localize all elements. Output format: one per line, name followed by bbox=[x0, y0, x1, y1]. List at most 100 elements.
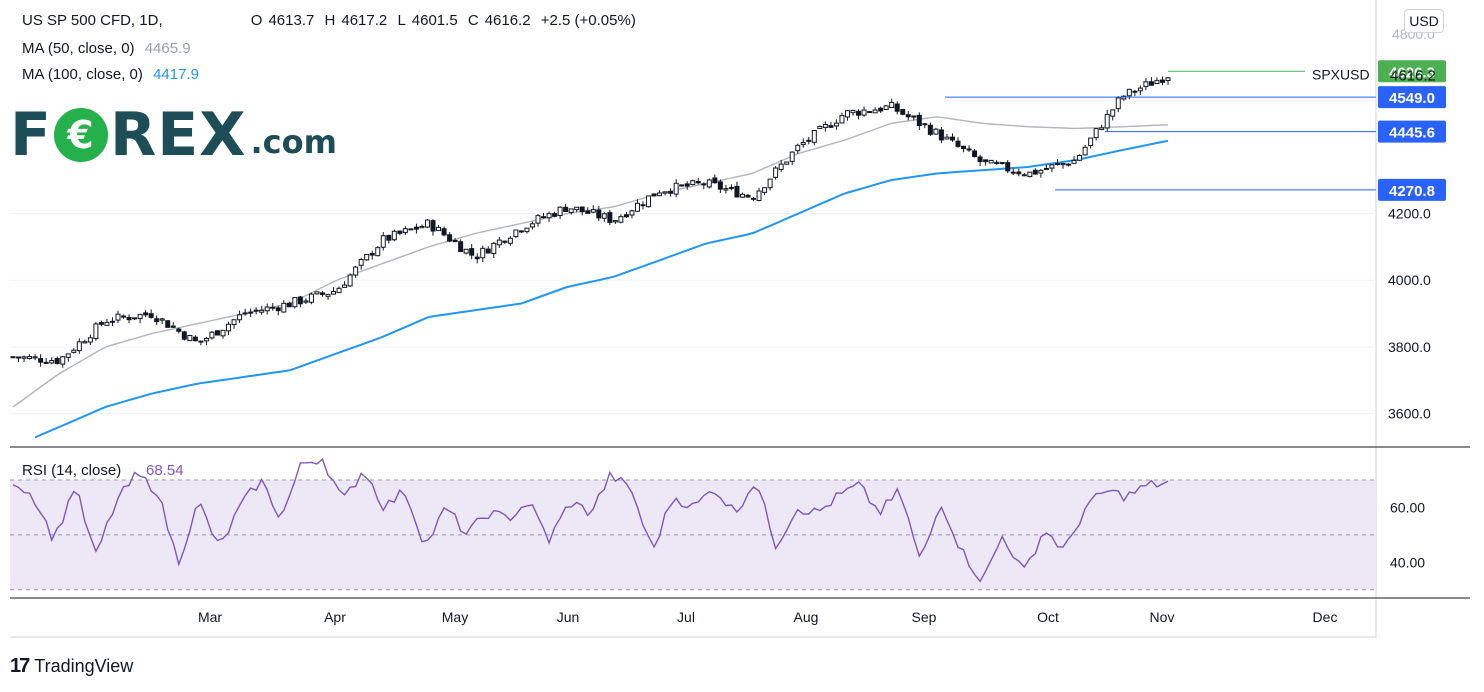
candle-up bbox=[115, 313, 121, 321]
candle-up bbox=[496, 239, 502, 246]
candle-down bbox=[430, 220, 436, 232]
candle-down bbox=[469, 248, 475, 256]
ma50-legend[interactable]: MA (50, close, 0) 4465.9 bbox=[22, 40, 191, 57]
candle-up bbox=[463, 248, 469, 254]
candle-up bbox=[767, 178, 773, 189]
candle-down bbox=[717, 181, 723, 190]
candle-up bbox=[1143, 81, 1149, 88]
candle-down bbox=[485, 248, 491, 254]
candle-up bbox=[71, 349, 77, 353]
candle-down bbox=[397, 230, 403, 234]
candle-up bbox=[524, 227, 530, 233]
candle-up bbox=[690, 180, 696, 186]
price-tag-box bbox=[1378, 86, 1446, 109]
rsi-title: RSI (14, close) bbox=[22, 462, 121, 479]
candle-up bbox=[513, 229, 519, 238]
candle-up bbox=[679, 184, 685, 187]
candle-up bbox=[1137, 87, 1143, 92]
candle-down bbox=[38, 358, 44, 363]
candle-up bbox=[375, 247, 381, 257]
candle-up bbox=[402, 228, 408, 233]
candle-up bbox=[1054, 163, 1060, 166]
candle-up bbox=[32, 356, 38, 359]
candle-down bbox=[452, 239, 458, 243]
candle-up bbox=[518, 230, 524, 233]
candle-up bbox=[574, 206, 580, 211]
candle-down bbox=[961, 145, 967, 150]
tradingview-brand[interactable]: 17 TradingView bbox=[10, 655, 133, 678]
candle-down bbox=[369, 252, 375, 256]
ma50-value: 4465.9 bbox=[144, 40, 191, 57]
candle-down bbox=[242, 312, 248, 315]
rsi-tick-label: 60.00 bbox=[1390, 499, 1425, 515]
candle-up bbox=[49, 360, 55, 364]
candle-down bbox=[999, 161, 1005, 164]
candle-down bbox=[286, 302, 292, 308]
candle-up bbox=[248, 311, 254, 314]
candle-down bbox=[867, 111, 873, 114]
candle-up bbox=[1115, 97, 1121, 110]
candle-up bbox=[237, 314, 243, 321]
candle-down bbox=[16, 356, 22, 359]
candle-down bbox=[126, 317, 132, 321]
candle-down bbox=[916, 114, 922, 126]
last-price-label: 4616.2 bbox=[1390, 68, 1436, 85]
candle-down bbox=[1021, 174, 1027, 177]
candle-down bbox=[170, 325, 176, 328]
candle-up bbox=[1099, 127, 1105, 131]
candle-up bbox=[491, 242, 497, 255]
candle-up bbox=[259, 309, 265, 313]
candle-down bbox=[734, 185, 740, 198]
ma50-line bbox=[12, 116, 1169, 408]
candle-up bbox=[436, 226, 442, 232]
price-tag-label: 4626.3 bbox=[1389, 64, 1435, 81]
candle-up bbox=[380, 235, 386, 248]
candle-up bbox=[535, 215, 541, 224]
candle-down bbox=[905, 114, 911, 118]
candle-up bbox=[1060, 163, 1066, 166]
candle-up bbox=[21, 356, 27, 359]
candle-down bbox=[447, 234, 453, 242]
candle-down bbox=[148, 313, 154, 318]
candle-up bbox=[292, 297, 298, 308]
price-tag-label: 4270.8 bbox=[1389, 183, 1435, 200]
candle-up bbox=[419, 225, 425, 229]
candle-up bbox=[789, 151, 795, 162]
candle-up bbox=[408, 228, 414, 231]
candle-up bbox=[314, 291, 320, 295]
candle-up bbox=[391, 230, 397, 241]
time-label-sep: Sep bbox=[912, 609, 937, 625]
candle-down bbox=[275, 307, 281, 312]
time-label-may: May bbox=[442, 609, 468, 625]
candle-down bbox=[165, 320, 171, 328]
candle-up bbox=[800, 142, 806, 145]
candle-up bbox=[264, 306, 270, 312]
candle-up bbox=[1121, 95, 1127, 100]
candle-down bbox=[651, 193, 657, 197]
candle-down bbox=[181, 331, 187, 340]
currency-button[interactable]: USD bbox=[1404, 9, 1444, 33]
candle-down bbox=[154, 318, 160, 323]
candle-down bbox=[1066, 163, 1072, 166]
candle-up bbox=[347, 274, 353, 287]
ma100-legend[interactable]: MA (100, close, 0) 4417.9 bbox=[22, 66, 199, 83]
logo-wordmark: F € REX bbox=[10, 100, 247, 170]
candle-up bbox=[364, 253, 370, 261]
price-tag-label: 4549.0 bbox=[1389, 90, 1435, 107]
price-tick-label: 3600.0 bbox=[1388, 406, 1431, 422]
candle-down bbox=[668, 191, 674, 194]
candle-down bbox=[386, 234, 392, 241]
candle-down bbox=[270, 306, 276, 309]
candle-down bbox=[541, 216, 547, 219]
candle-down bbox=[585, 210, 591, 214]
candle-up bbox=[728, 186, 734, 189]
candle-up bbox=[1093, 128, 1099, 139]
candle-up bbox=[1110, 109, 1116, 117]
candle-up bbox=[557, 206, 563, 217]
candle-up bbox=[546, 213, 552, 219]
candle-up bbox=[634, 202, 640, 212]
candle-up bbox=[1049, 164, 1055, 169]
time-label-dec: Dec bbox=[1313, 609, 1338, 625]
ohlc-values: O 4613.7 H 4617.2 L 4601.5 C 4616.2 +2.5 (+0… bbox=[250, 12, 636, 29]
